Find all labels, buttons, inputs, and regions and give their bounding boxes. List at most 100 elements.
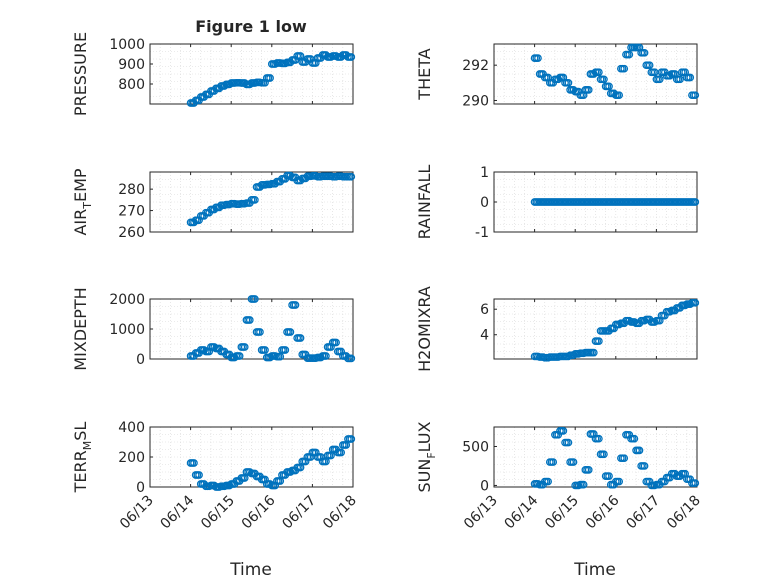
data-point xyxy=(655,316,664,325)
data-point xyxy=(286,328,295,336)
y-axis-label: AIRTEMP xyxy=(71,168,94,235)
data-point xyxy=(195,471,203,479)
data-point xyxy=(296,334,305,342)
y-axis-label: RAINFALL xyxy=(415,165,434,240)
data-point xyxy=(615,320,624,329)
x-tick-label: 06/18 xyxy=(320,493,360,533)
data-points xyxy=(530,298,700,362)
data-point xyxy=(256,328,264,336)
y-tick-label: 500 xyxy=(462,439,489,455)
data-point xyxy=(600,75,608,84)
y-tick-label: 800 xyxy=(118,77,145,93)
axes-box xyxy=(493,426,698,488)
x-tick-label: 06/14 xyxy=(158,492,198,532)
data-point xyxy=(337,448,346,457)
data-point xyxy=(650,318,659,326)
data-point xyxy=(332,338,340,347)
y-tick-label: 0 xyxy=(480,195,489,211)
data-point xyxy=(564,78,573,87)
data-point xyxy=(347,53,356,61)
subplot-8: 0 500 06/13 06/14 06/15 06/16 06/17 06/18 SUNFLU… xyxy=(415,421,704,532)
grid-lines xyxy=(494,299,697,359)
y-tick-label: -1 xyxy=(475,225,489,241)
data-point xyxy=(640,462,649,470)
y-tick-label: 2000 xyxy=(109,292,145,308)
data-point xyxy=(645,61,654,70)
y-axis-label: PRESSURE xyxy=(71,32,90,116)
subplot-7: 0 200 400 06/13 06/14 06/15 06/16 06/17 06/18 TER… xyxy=(71,420,360,532)
data-point xyxy=(534,54,542,62)
data-point xyxy=(691,479,700,487)
y-tick-label: 280 xyxy=(118,182,145,198)
y-tick-label: 6 xyxy=(480,302,489,318)
data-point xyxy=(595,434,603,443)
y-axis-label: SUNFLUX xyxy=(415,421,438,492)
data-point xyxy=(584,466,593,474)
data-point xyxy=(347,354,356,363)
y-axis-label-part: THETA xyxy=(415,48,434,100)
data-point xyxy=(559,427,568,435)
data-points xyxy=(186,171,356,227)
data-point xyxy=(579,91,588,100)
axes-box xyxy=(149,171,354,233)
data-point xyxy=(595,337,603,345)
y-tick-label: 0 xyxy=(480,478,489,494)
subplot-4: -1 0 1 RAINFALL xyxy=(415,165,700,241)
y-tick-label: 260 xyxy=(118,225,145,241)
data-point xyxy=(655,75,664,84)
data-point xyxy=(266,74,274,82)
y-tick-label: 200 xyxy=(118,450,145,466)
y-tick-label: 0 xyxy=(136,480,145,496)
data-point xyxy=(625,50,634,59)
y-axis-label-part: T xyxy=(81,202,94,210)
data-point xyxy=(615,477,624,486)
y-axis-label-part: AIR xyxy=(71,209,90,236)
data-point xyxy=(691,198,700,206)
y-axis-label-part: TERR xyxy=(71,450,90,493)
data-point xyxy=(691,91,700,100)
y-axis-label-part: M xyxy=(81,441,94,451)
y-tick-label: 1000 xyxy=(109,37,145,53)
data-points xyxy=(186,295,356,363)
y-tick-label: 292 xyxy=(462,58,489,74)
data-point xyxy=(681,68,690,77)
y-axis-label: THETA xyxy=(415,48,434,100)
y-tick-label: 270 xyxy=(118,204,145,220)
data-point xyxy=(620,64,629,73)
data-point xyxy=(584,86,593,94)
x-axis-label-right: Time xyxy=(573,560,616,580)
data-point xyxy=(549,458,558,466)
data-point xyxy=(640,48,649,57)
data-point xyxy=(190,459,198,467)
y-axis-label-part: EMP xyxy=(71,168,90,202)
data-point xyxy=(589,348,598,357)
x-tick-label: 06/15 xyxy=(542,493,582,533)
data-point xyxy=(630,434,639,443)
data-point xyxy=(605,82,613,91)
data-point xyxy=(600,450,608,459)
y-axis-label-part: SL xyxy=(71,422,90,441)
data-point xyxy=(322,352,330,360)
y-tick-label: 0 xyxy=(136,352,145,368)
x-tick-label: 06/16 xyxy=(239,492,279,532)
x-tick-label: 06/13 xyxy=(117,493,157,533)
x-tick-label: 06/18 xyxy=(664,493,704,533)
data-point xyxy=(347,172,356,181)
x-tick-label: 06/17 xyxy=(623,493,663,533)
subplot-1: 800 900 1000 PRESSURE xyxy=(71,32,356,116)
data-points xyxy=(186,435,356,491)
data-point xyxy=(686,300,695,308)
y-axis-label-part: PRESSURE xyxy=(71,32,90,116)
data-points xyxy=(530,427,700,490)
y-axis-label-part: SUN xyxy=(415,459,434,493)
data-point xyxy=(579,480,588,489)
grid-lines xyxy=(150,427,353,487)
data-point xyxy=(686,73,695,82)
data-point xyxy=(691,298,700,307)
x-tick-label: 06/15 xyxy=(198,493,238,533)
x-tick-label: 06/17 xyxy=(279,493,319,533)
data-point xyxy=(564,352,573,361)
data-points xyxy=(186,51,356,107)
data-point xyxy=(251,295,259,303)
